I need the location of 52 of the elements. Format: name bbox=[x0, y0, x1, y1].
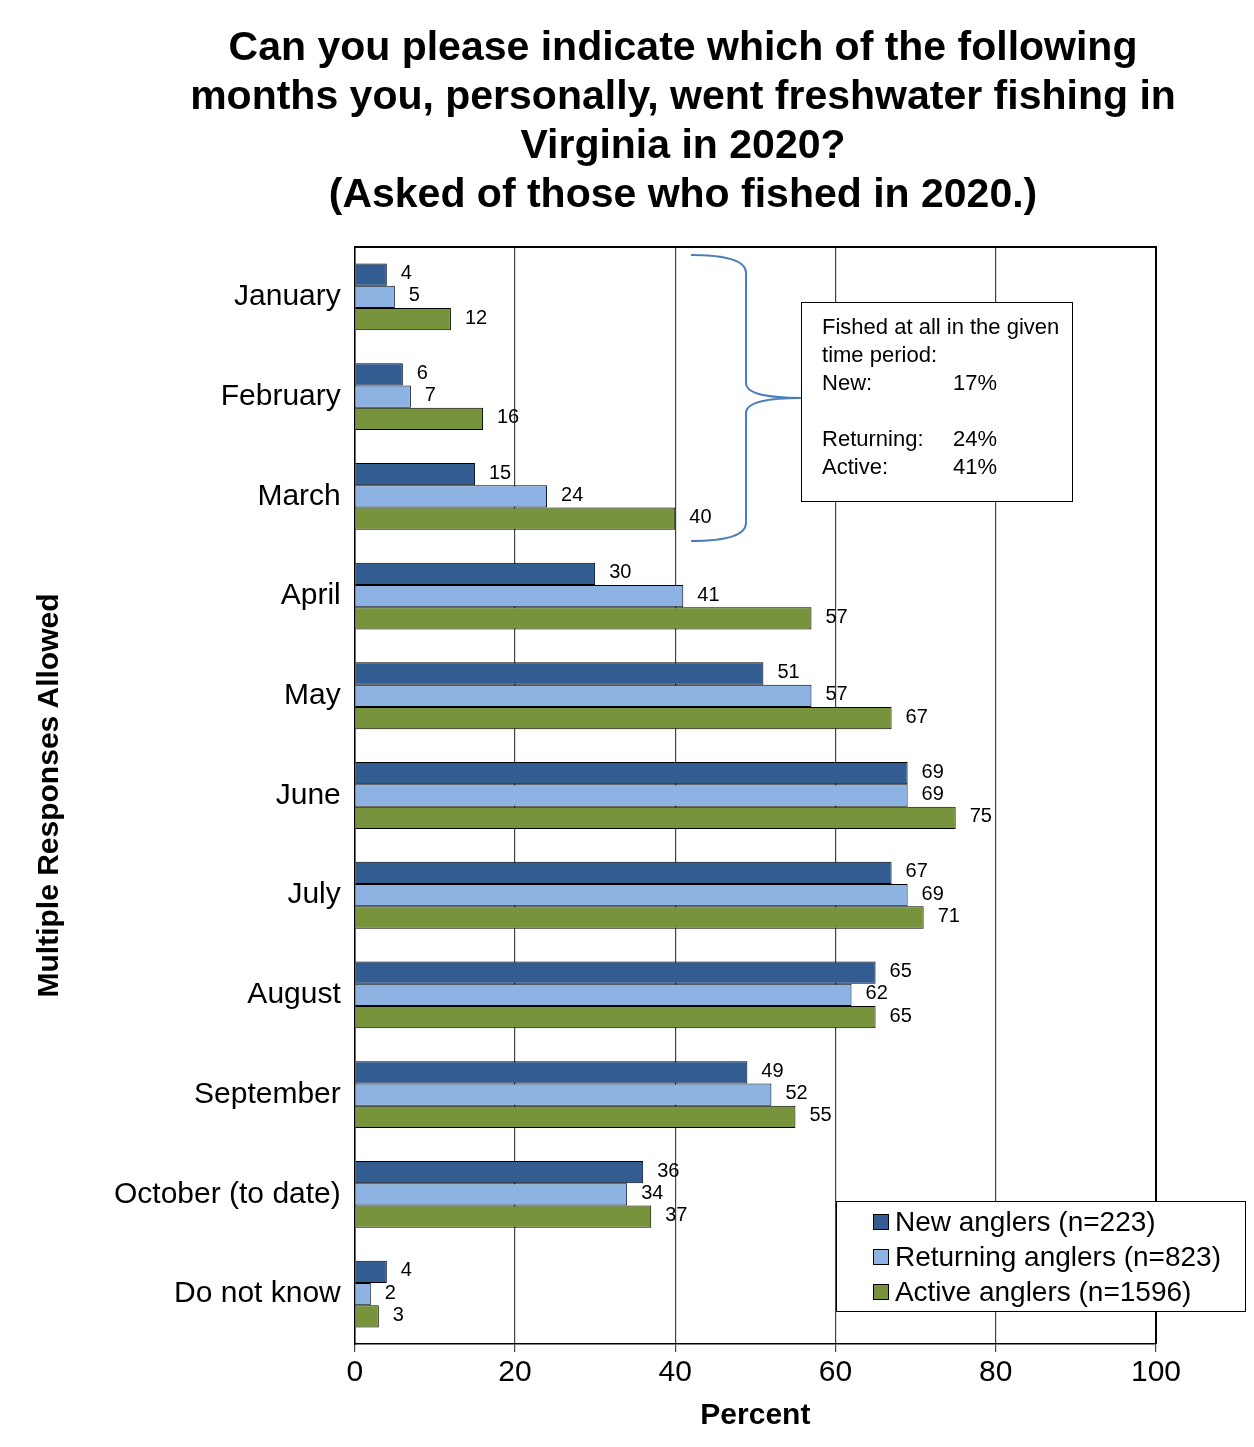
y-tick-label: June bbox=[275, 776, 341, 810]
y-tick-label: April bbox=[280, 577, 341, 611]
data-label: 4 bbox=[400, 261, 412, 284]
data-label: 69 bbox=[921, 782, 944, 805]
x-tick-label: 60 bbox=[818, 1354, 853, 1388]
x-tick-label: 20 bbox=[498, 1354, 532, 1388]
x-tick-label: 0 bbox=[346, 1354, 364, 1388]
data-label: 4 bbox=[400, 1258, 412, 1281]
y-tick-label: September bbox=[194, 1075, 341, 1109]
y-tick-label: May bbox=[284, 677, 341, 711]
y-tick-label: July bbox=[287, 876, 341, 910]
data-label: 2 bbox=[384, 1280, 396, 1303]
y-tick-label: March bbox=[257, 477, 341, 511]
x-tick-label: 40 bbox=[658, 1354, 692, 1388]
data-label: 52 bbox=[785, 1081, 808, 1104]
data-label: 24 bbox=[561, 482, 584, 505]
data-label: 55 bbox=[809, 1103, 832, 1126]
data-label: 40 bbox=[689, 505, 712, 528]
data-label: 3 bbox=[392, 1302, 404, 1325]
x-tick-label: 80 bbox=[979, 1354, 1013, 1388]
x-tick-label: 100 bbox=[1130, 1354, 1182, 1388]
legend-label: New anglers (n=223) bbox=[894, 1205, 1156, 1239]
data-label: 71 bbox=[937, 904, 960, 927]
text: Fished at all in the given time period: New: 17% Returning: 24% Active: 41% bbox=[822, 314, 1060, 479]
legend-label: Active anglers (n=1596) bbox=[894, 1275, 1192, 1309]
data-label: 65 bbox=[889, 959, 912, 982]
x-axis-title: Percent bbox=[700, 1397, 811, 1431]
y-tick-label: January bbox=[234, 278, 341, 312]
data-label: 75 bbox=[969, 804, 992, 827]
data-label: 49 bbox=[761, 1058, 784, 1081]
data-label: 62 bbox=[865, 981, 888, 1004]
data-label: 12 bbox=[464, 305, 488, 328]
data-label: 69 bbox=[921, 881, 944, 904]
y-tick-label: October (to date) bbox=[113, 1175, 341, 1209]
y-axis-title: Multiple Responses Allowed bbox=[31, 593, 65, 998]
data-label: 65 bbox=[889, 1003, 912, 1026]
data-label: 67 bbox=[905, 704, 928, 727]
data-label: 15 bbox=[488, 460, 512, 483]
y-tick-label: Do not know bbox=[174, 1275, 342, 1309]
data-label: 7 bbox=[424, 383, 436, 406]
y-tick-label: August bbox=[247, 976, 342, 1010]
chart-title: Can you please indicate which of the following months you, personally, went freshwater fishing in Virginia in 2020? (Asked of those who fished in 2020.) bbox=[189, 22, 1177, 218]
data-label: 51 bbox=[777, 660, 800, 683]
data-label: 30 bbox=[609, 560, 632, 583]
legend-label: Returning anglers (n=823) bbox=[894, 1240, 1221, 1274]
data-label: 41 bbox=[697, 582, 720, 605]
data-label: 34 bbox=[641, 1180, 664, 1203]
data-label: 67 bbox=[905, 859, 928, 882]
y-tick-label: February bbox=[220, 377, 341, 411]
data-label: 69 bbox=[921, 759, 944, 782]
data-label: 5 bbox=[408, 283, 420, 306]
data-label: 6 bbox=[416, 360, 428, 383]
